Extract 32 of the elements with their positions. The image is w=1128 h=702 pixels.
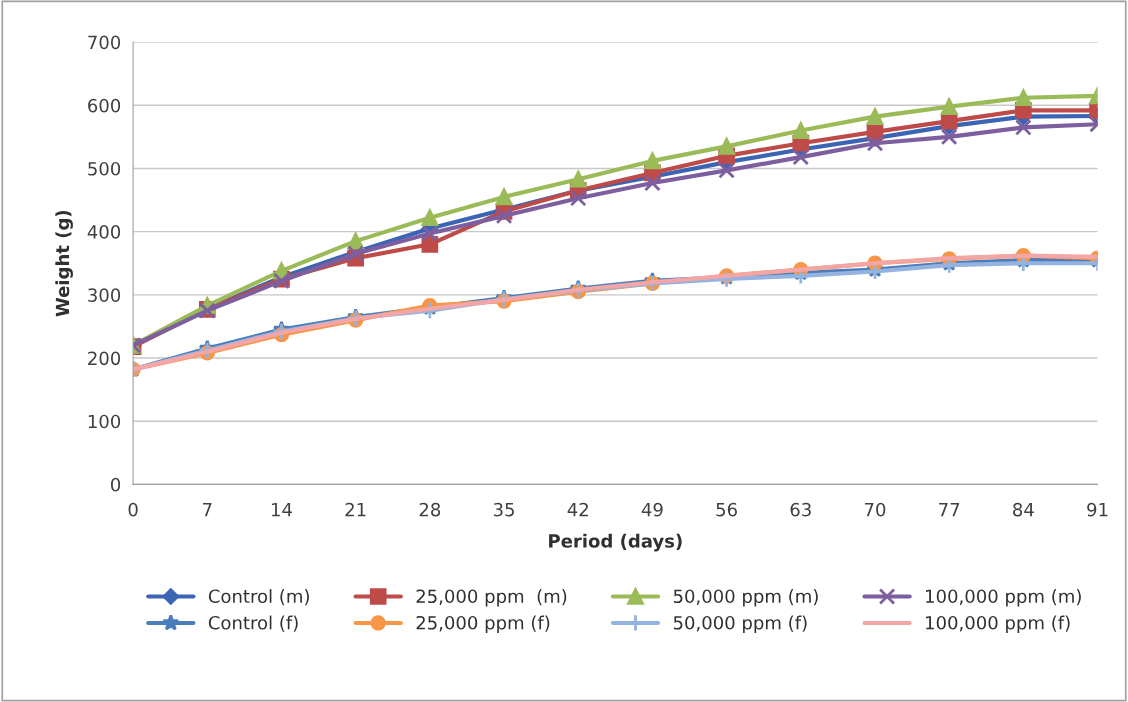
legend-label: 100,000 ppm (f)	[926, 615, 1070, 634]
x-axis-title: Period (days)	[549, 533, 682, 552]
x-tick-label: 91	[1087, 502, 1108, 517]
y-tick-label: 300	[88, 288, 121, 302]
y-axis-title: Weight (g)	[55, 210, 73, 317]
y-tick-label: 400	[87, 225, 121, 239]
y-tick-label: 700	[88, 35, 121, 50]
y-tick-label: 600	[88, 98, 121, 113]
legend-label: 50,000 ppm (m)	[673, 589, 818, 607]
x-tick-label: 28	[419, 502, 441, 517]
x-tick-label: 56	[716, 502, 737, 517]
x-tick-label: 21	[345, 502, 366, 517]
x-tick-label: 84	[1013, 502, 1034, 517]
y-tick-label: 500	[88, 161, 121, 176]
legend-label: 25,000 ppm (f)	[416, 615, 550, 634]
y-tick-label: 0	[111, 477, 121, 492]
legend-label: Control (m)	[208, 589, 309, 606]
x-tick-label: 14	[271, 502, 292, 517]
x-tick-label: 7	[203, 502, 212, 517]
legend-label: Control (f)	[208, 615, 298, 632]
y-tick-label: 200	[88, 351, 121, 366]
x-tick-label: 35	[493, 502, 514, 517]
x-tick-label: 70	[864, 502, 886, 517]
x-tick-label: 0	[128, 502, 138, 517]
x-tick-label: 63	[790, 502, 811, 517]
legend-label: 100,000 ppm (m)	[926, 589, 1081, 607]
legend-label: 25,000 ppm (m)	[416, 589, 567, 607]
x-tick-label: 49	[641, 502, 663, 517]
x-tick-label: 42	[567, 502, 588, 517]
x-tick-label: 77	[939, 502, 960, 517]
legend-label: 50,000 ppm (f)	[673, 615, 807, 634]
y-tick-label: 100	[88, 414, 121, 429]
